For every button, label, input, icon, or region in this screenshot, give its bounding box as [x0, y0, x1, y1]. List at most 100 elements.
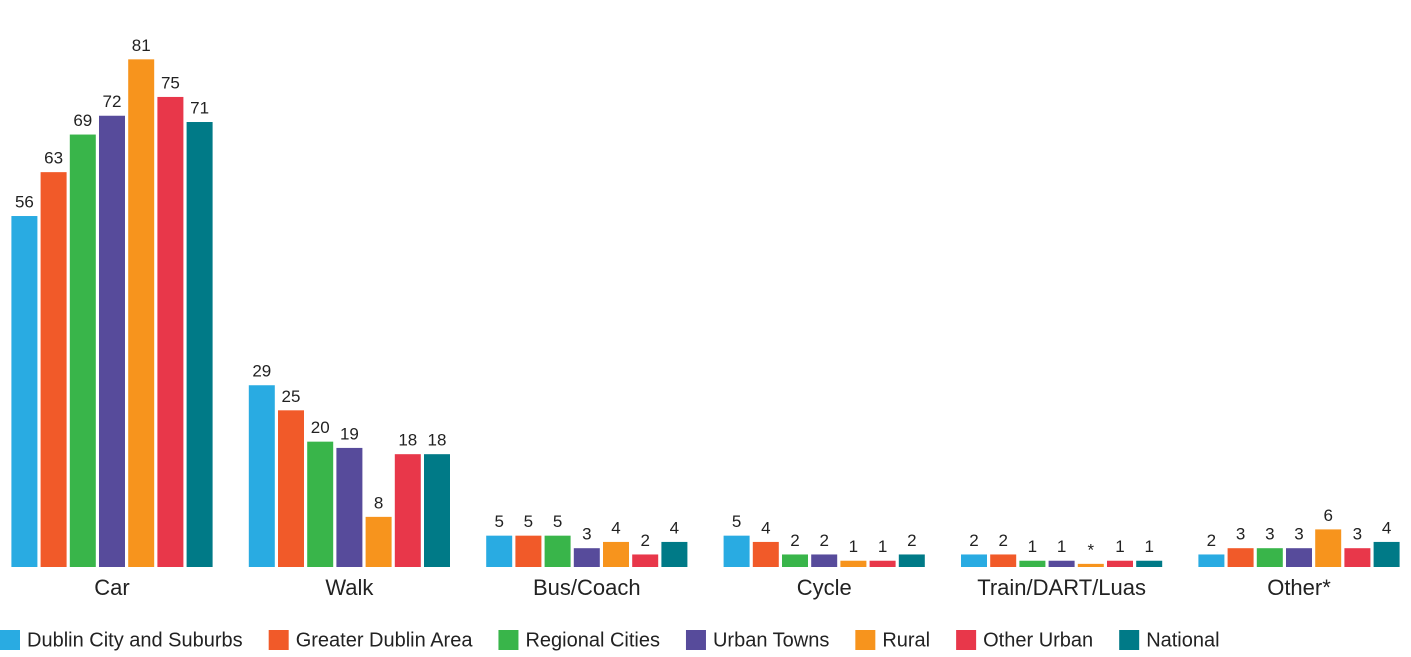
value-label: 3 [1265, 525, 1274, 544]
value-label: 5 [732, 512, 741, 531]
bar [307, 441, 334, 567]
value-label: 69 [73, 111, 92, 130]
value-label: 1 [1144, 537, 1153, 556]
value-label: 4 [611, 518, 620, 537]
value-label: 1 [849, 537, 858, 556]
value-label: 5 [494, 512, 503, 531]
value-label: * [1087, 540, 1094, 559]
value-label: 3 [1294, 525, 1303, 544]
bar [1048, 560, 1075, 567]
bar [573, 548, 600, 567]
legend-swatch [855, 630, 876, 650]
value-label: 81 [132, 36, 151, 55]
value-label: 18 [428, 431, 447, 450]
x-tick-label: Walk [325, 575, 374, 600]
bar [69, 134, 96, 567]
x-tick-label: Train/DART/Luas [977, 575, 1146, 600]
value-label: 2 [969, 531, 978, 550]
bar [1344, 548, 1371, 567]
bar [99, 115, 125, 567]
value-label: 56 [15, 193, 34, 212]
value-label: 25 [282, 387, 301, 406]
value-label: 4 [670, 518, 679, 537]
legend-label: Urban Towns [713, 629, 829, 651]
value-label: 4 [1382, 518, 1391, 537]
value-label: 1 [878, 537, 887, 556]
bar [961, 554, 987, 567]
bar [248, 385, 275, 567]
bar [544, 535, 571, 567]
bar [1256, 548, 1283, 567]
x-tick-label: Car [94, 575, 129, 600]
bar [782, 554, 808, 567]
bar [1198, 554, 1225, 567]
bar [840, 560, 867, 567]
bar [1019, 560, 1046, 567]
value-label: 3 [582, 525, 591, 544]
value-label: 2 [998, 531, 1007, 550]
x-tick-label: Bus/Coach [533, 575, 641, 600]
bar [1077, 563, 1104, 567]
bar [869, 560, 896, 567]
bar [811, 554, 838, 567]
value-label: 75 [161, 73, 180, 92]
legend-swatch [1119, 630, 1140, 650]
bar [603, 541, 629, 567]
value-label: 18 [398, 431, 417, 450]
legend-swatch [956, 630, 977, 650]
value-label: 1 [1028, 537, 1037, 556]
bar [486, 535, 513, 567]
value-label: 5 [524, 512, 533, 531]
bar [898, 554, 925, 567]
bar [336, 447, 363, 567]
legend-swatch [685, 630, 706, 650]
value-label: 8 [374, 493, 383, 512]
bar [40, 172, 67, 567]
bar [1227, 548, 1254, 567]
value-label: 2 [790, 531, 799, 550]
legend-label: Other Urban [983, 629, 1093, 651]
value-label: 6 [1323, 506, 1332, 525]
bar [1107, 560, 1133, 567]
x-tick-label: Other* [1267, 575, 1331, 600]
bar [278, 410, 304, 567]
bar [394, 454, 421, 567]
bar [723, 535, 750, 567]
value-label: 71 [190, 98, 209, 117]
legend-label: National [1146, 629, 1219, 651]
value-label: 19 [340, 424, 359, 443]
legend-label: Regional Cities [525, 629, 660, 651]
x-tick-label: Cycle [797, 575, 852, 600]
value-label: 2 [907, 531, 916, 550]
bar [128, 59, 155, 567]
legend-label: Rural [882, 629, 930, 651]
bar [1136, 560, 1163, 567]
legend-swatch [268, 630, 289, 650]
value-label: 5 [553, 512, 562, 531]
value-label: 4 [761, 518, 770, 537]
bar [515, 535, 542, 567]
bar [990, 554, 1017, 567]
legend-label: Greater Dublin Area [296, 629, 474, 651]
value-label: 2 [1207, 531, 1216, 550]
value-label: 72 [103, 92, 122, 111]
value-label: 2 [819, 531, 828, 550]
value-label: 2 [640, 531, 649, 550]
legend-label: Dublin City and Suburbs [27, 629, 243, 651]
bar [11, 216, 38, 567]
bar [186, 122, 213, 567]
bar [661, 541, 688, 567]
legend-swatch [0, 630, 20, 650]
bar [1286, 548, 1312, 567]
value-label: 1 [1115, 537, 1124, 556]
bar [157, 96, 184, 567]
bar [1315, 529, 1342, 567]
value-label: 3 [1236, 525, 1245, 544]
value-label: 20 [311, 418, 330, 437]
value-label: 3 [1353, 525, 1362, 544]
bar [365, 516, 392, 567]
bar [1373, 541, 1400, 567]
bar [632, 554, 659, 567]
bar [752, 541, 779, 567]
